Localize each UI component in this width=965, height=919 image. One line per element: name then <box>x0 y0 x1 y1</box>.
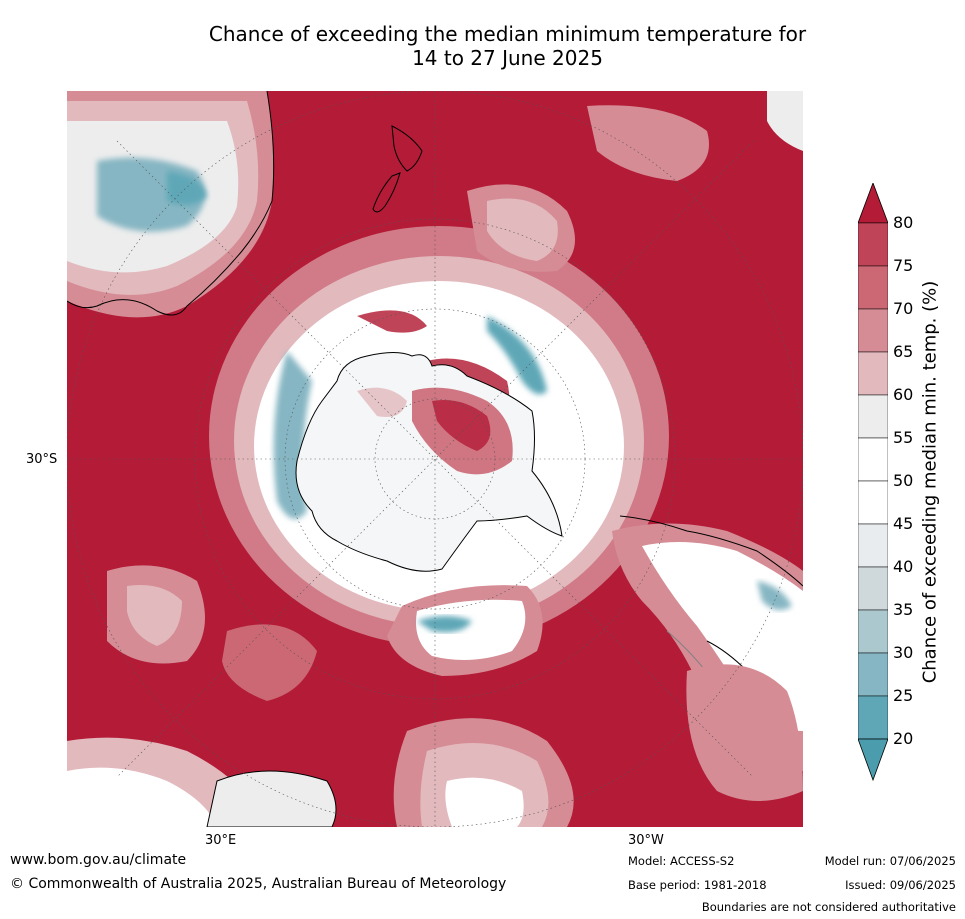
lat-tick-30s: 30°S <box>26 452 58 467</box>
colorbar-block <box>858 523 888 568</box>
colorbar-tick-label: 70 <box>893 299 914 318</box>
title-line-2: 14 to 27 June 2025 <box>412 46 603 70</box>
lon-tick-30e: 30°E <box>205 833 237 848</box>
pacific-patches <box>393 664 803 827</box>
colorbar-tick-label: 55 <box>893 428 914 447</box>
colorbar-tick-label: 45 <box>893 514 914 533</box>
colorbar-tick-label: 20 <box>893 729 914 748</box>
colorbar-block <box>858 308 888 353</box>
colorbar-tick-label: 50 <box>893 471 914 490</box>
colorbar-block <box>858 437 888 482</box>
colorbar-tick-label: 65 <box>893 342 914 361</box>
africa <box>206 770 337 827</box>
australia-region <box>67 91 275 318</box>
colorbar-block <box>858 695 888 740</box>
copyright-text: © Commonwealth of Australia 2025, Austra… <box>10 876 507 892</box>
colorbar-min-arrow <box>858 738 888 781</box>
colorbar-block <box>858 222 888 267</box>
title-line-1: Chance of exceeding the median minimum t… <box>208 22 807 46</box>
website-link[interactable]: www.bom.gov.au/climate <box>10 852 187 868</box>
graticule <box>67 91 803 827</box>
disclaimer-text: Boundaries are not considered authoritat… <box>701 900 956 914</box>
colorbar-block <box>858 609 888 654</box>
colorbar-tick-label: 75 <box>893 256 914 275</box>
south-atlantic-patch <box>387 585 543 676</box>
chart-title: Chance of exceeding the median minimum t… <box>150 22 865 70</box>
colorbar-tick-label: 30 <box>893 643 914 662</box>
map-panel[interactable] <box>67 91 803 827</box>
top-patches <box>467 91 803 272</box>
colorbar-block <box>858 351 888 396</box>
colorbar-block <box>858 566 888 611</box>
colorbar-block <box>858 394 888 439</box>
colorbar-block <box>858 652 888 697</box>
model-run-text: Model run: 07/06/2025 <box>824 854 956 868</box>
colorbar-block <box>858 480 888 525</box>
lon-tick-30w: 30°W <box>628 833 664 848</box>
model-text: Model: ACCESS-S2 <box>628 854 735 868</box>
base-period-text: Base period: 1981-2018 <box>628 878 767 892</box>
map-canvas <box>67 91 803 827</box>
antarctica <box>295 352 563 572</box>
issued-text: Issued: 09/06/2025 <box>845 878 956 892</box>
colorbar-tick-label: 80 <box>893 213 914 232</box>
colorbar <box>858 183 888 781</box>
colorbar-tick-label: 40 <box>893 557 914 576</box>
colorbar-block <box>858 265 888 310</box>
colorbar-max-arrow <box>858 183 888 224</box>
colorbar-tick-label: 25 <box>893 686 914 705</box>
new-zealand <box>372 125 423 213</box>
colorbar-tick-label: 60 <box>893 385 914 404</box>
colorbar-tick-label: 35 <box>893 600 914 619</box>
